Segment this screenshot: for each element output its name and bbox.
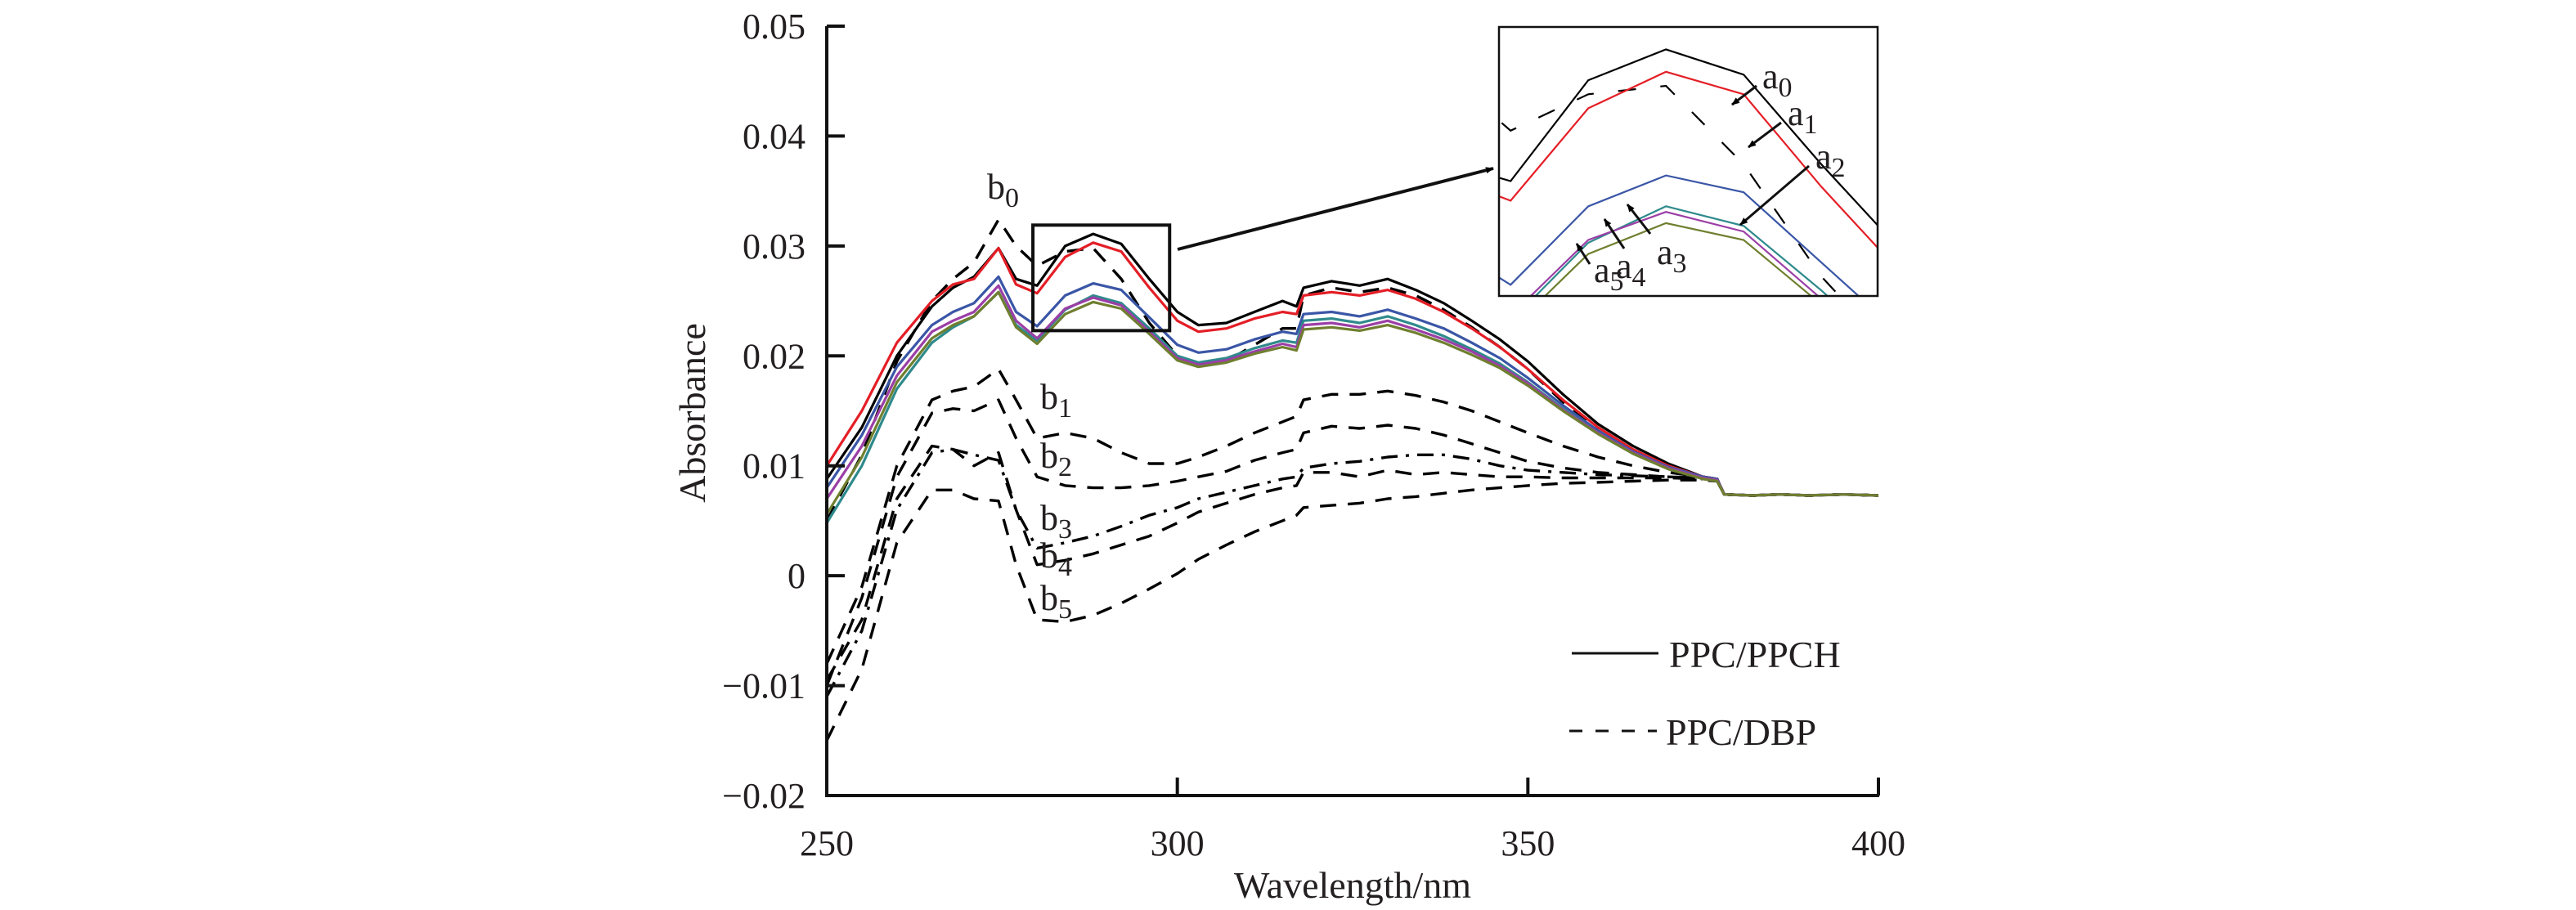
x-ticks: 250 300 350 400 — [800, 778, 1905, 863]
y-tick-label: 0.01 — [743, 446, 806, 486]
legend: PPC/PPCH PPC/DBP — [1569, 634, 1841, 753]
x-tick-label: 300 — [1151, 823, 1205, 863]
y-tick-label: −0.02 — [722, 776, 806, 816]
zoom-box — [1031, 223, 1172, 333]
y-tick-label: 0.02 — [743, 336, 806, 376]
y-tick-label: 0 — [788, 556, 806, 596]
x-axis-title: Wavelength/nm — [1234, 864, 1471, 906]
curve-label-b2: b2 — [1040, 436, 1072, 482]
x-tick-label: 250 — [800, 823, 854, 863]
inset-label-arrow — [1626, 204, 1652, 235]
x-tick-label: 400 — [1851, 823, 1905, 863]
inset-label-arrow — [1603, 218, 1626, 249]
x-tick-label: 350 — [1501, 823, 1555, 863]
zoom-arrow — [1177, 167, 1494, 251]
inset-label-arrow — [1731, 84, 1757, 106]
y-tick-label: 0.03 — [743, 226, 806, 267]
curve-label-b5: b5 — [1040, 578, 1072, 625]
inset-label-arrow — [1748, 121, 1782, 149]
legend-label-ppc-ppch: PPC/PPCH — [1669, 634, 1841, 675]
series-line-b1 — [827, 367, 1878, 665]
curve-label-b1: b1 — [1040, 377, 1072, 424]
curve-label-b0: b0 — [987, 167, 1019, 213]
series-line-b5 — [827, 478, 1878, 742]
inset-label-arrow — [1575, 243, 1591, 265]
legend-label-ppc-dbp: PPC/DBP — [1666, 711, 1816, 753]
y-tick-label: −0.01 — [722, 666, 806, 706]
series-layer — [827, 217, 1878, 742]
inset-background — [1499, 27, 1878, 296]
y-ticks: −0.02 −0.01 0 0.01 0.02 0.03 0.04 0.05 — [722, 7, 845, 816]
series-line-a4 — [827, 284, 1878, 500]
axes — [825, 26, 1879, 797]
inset-label-arrow — [1739, 164, 1810, 226]
inset-frame — [1497, 25, 1879, 298]
y-axis-title: Absorbance — [671, 323, 713, 503]
y-tick-label: 0.04 — [743, 116, 806, 156]
series-line-a5 — [827, 290, 1878, 515]
y-tick-label: 0.05 — [743, 7, 806, 47]
